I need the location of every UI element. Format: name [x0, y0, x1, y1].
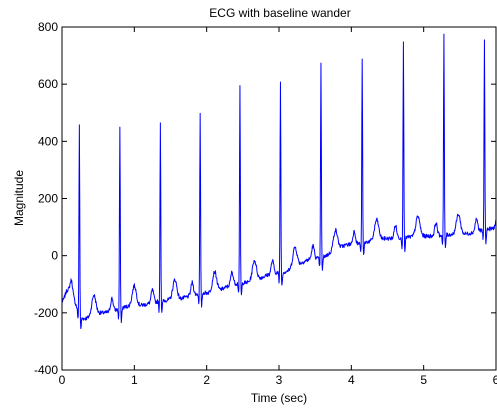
x-tick-label: 3 — [276, 373, 283, 387]
x-axis-ticks: 0 1 2 3 4 5 6 — [59, 27, 497, 387]
x-tick-label: 6 — [493, 373, 497, 387]
x-tick-label: 1 — [131, 373, 138, 387]
y-axis-label: Magnitude — [12, 170, 26, 226]
y-tick-label: 800 — [38, 20, 58, 34]
y-tick-label: -400 — [34, 363, 58, 377]
y-tick-label: 600 — [38, 77, 58, 91]
y-tick-label: 400 — [38, 134, 58, 148]
x-tick-label: 0 — [59, 373, 66, 387]
y-tick-label: 200 — [38, 192, 58, 206]
ecg-signal-line — [61, 33, 497, 330]
y-tick-label: 0 — [51, 249, 58, 263]
x-tick-label: 2 — [203, 373, 210, 387]
y-axis-ticks: -400 -200 0 200 400 600 800 — [34, 20, 496, 377]
x-axis-label: Time (sec) — [251, 391, 307, 405]
plot-area — [61, 26, 497, 371]
x-tick-label: 5 — [420, 373, 427, 387]
y-tick-label: -200 — [34, 306, 58, 320]
chart-title: ECG with baseline wander — [209, 6, 350, 20]
axes-background — [62, 27, 496, 370]
x-tick-label: 4 — [348, 373, 355, 387]
